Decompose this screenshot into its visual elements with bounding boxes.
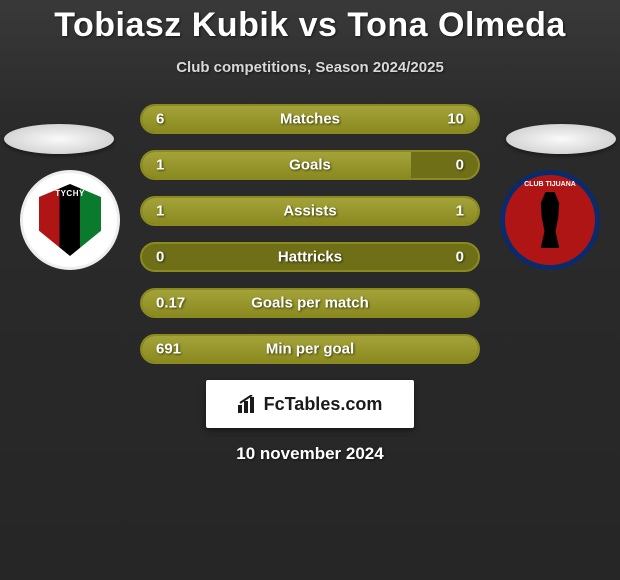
right-club-logo: CLUB TIJUANA bbox=[500, 170, 600, 270]
stat-bar-goals-per-match: 0.17 Goals per match bbox=[140, 288, 480, 318]
date-label: 10 november 2024 bbox=[0, 444, 620, 464]
stat-right-value: 0 bbox=[456, 157, 464, 174]
left-club-logo bbox=[20, 170, 120, 270]
brand-chart-icon bbox=[238, 395, 258, 413]
brand-badge: FcTables.com bbox=[206, 380, 414, 428]
gks-tychy-shield-icon bbox=[39, 184, 101, 256]
stat-label: Goals per match bbox=[251, 295, 369, 312]
stat-left-value: 6 bbox=[156, 111, 164, 128]
stat-right-value: 0 bbox=[456, 249, 464, 266]
stat-left-value: 1 bbox=[156, 203, 164, 220]
stat-bar-hattricks: 0 0 Hattricks bbox=[140, 242, 480, 272]
stat-left-value: 0.17 bbox=[156, 295, 185, 312]
subtitle: Club competitions, Season 2024/2025 bbox=[0, 59, 620, 76]
stat-right-value: 10 bbox=[447, 111, 464, 128]
stat-label: Matches bbox=[280, 111, 340, 128]
left-oval-decoration bbox=[4, 124, 114, 154]
stat-left-value: 691 bbox=[156, 341, 181, 358]
stat-bar-fill-left bbox=[142, 152, 411, 178]
right-oval-decoration bbox=[506, 124, 616, 154]
comparison-card: Tobiasz Kubik vs Tona Olmeda Club compet… bbox=[0, 0, 620, 580]
ring-text-label: CLUB TIJUANA bbox=[524, 181, 576, 188]
stat-label: Min per goal bbox=[266, 341, 354, 358]
page-title: Tobiasz Kubik vs Tona Olmeda bbox=[0, 0, 620, 45]
stat-bar-min-per-goal: 691 Min per goal bbox=[140, 334, 480, 364]
stat-label: Assists bbox=[283, 203, 336, 220]
stat-left-value: 1 bbox=[156, 157, 164, 174]
stat-bar-assists: 1 1 Assists bbox=[140, 196, 480, 226]
brand-label: FcTables.com bbox=[264, 394, 383, 415]
stat-label: Hattricks bbox=[278, 249, 342, 266]
stat-bar-goals: 1 0 Goals bbox=[140, 150, 480, 180]
stat-right-value: 1 bbox=[456, 203, 464, 220]
stat-label: Goals bbox=[289, 157, 331, 174]
stat-bars-container: 610Matches10Goals11Assists00Hattricks0.1… bbox=[140, 104, 480, 364]
stat-bar-matches: 6 10 Matches bbox=[140, 104, 480, 134]
stat-left-value: 0 bbox=[156, 249, 164, 266]
